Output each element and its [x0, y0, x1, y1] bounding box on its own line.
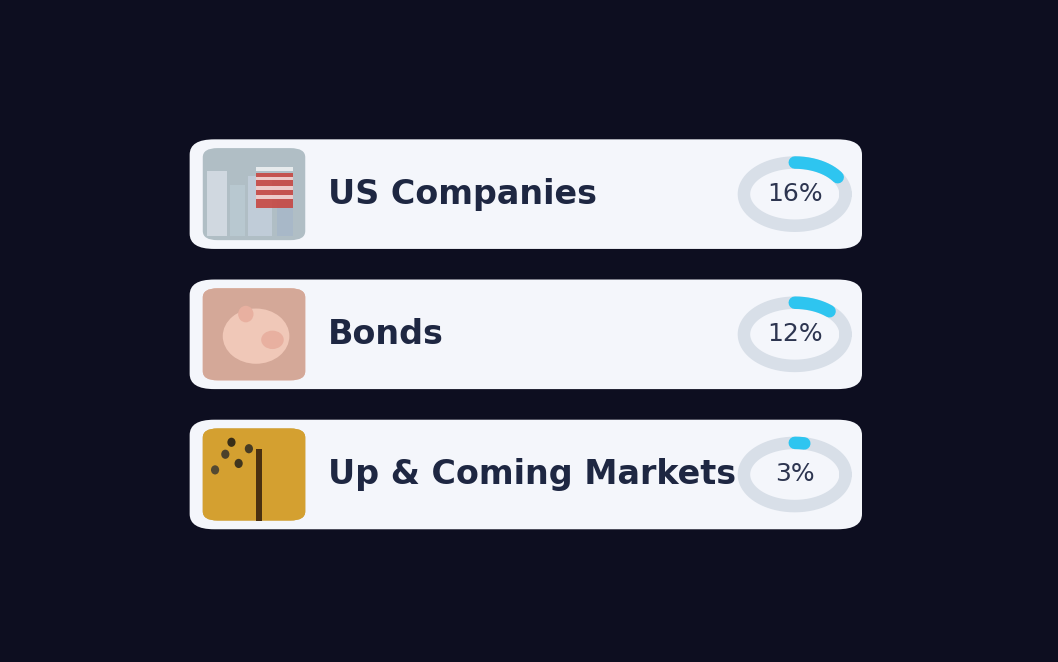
- FancyBboxPatch shape: [256, 449, 262, 520]
- FancyBboxPatch shape: [189, 139, 862, 249]
- FancyBboxPatch shape: [203, 428, 306, 520]
- FancyBboxPatch shape: [203, 288, 306, 381]
- Ellipse shape: [238, 306, 254, 322]
- FancyBboxPatch shape: [194, 425, 867, 534]
- FancyBboxPatch shape: [256, 177, 293, 180]
- FancyBboxPatch shape: [194, 144, 867, 254]
- FancyBboxPatch shape: [256, 195, 293, 199]
- Ellipse shape: [235, 459, 242, 468]
- FancyBboxPatch shape: [256, 167, 293, 171]
- Text: 12%: 12%: [767, 322, 822, 346]
- FancyBboxPatch shape: [256, 186, 293, 189]
- FancyBboxPatch shape: [191, 142, 864, 252]
- FancyBboxPatch shape: [189, 420, 862, 530]
- Ellipse shape: [244, 444, 253, 453]
- FancyBboxPatch shape: [196, 288, 869, 397]
- Text: Up & Coming Markets: Up & Coming Markets: [328, 458, 736, 491]
- FancyBboxPatch shape: [207, 171, 227, 236]
- FancyBboxPatch shape: [203, 148, 306, 240]
- FancyBboxPatch shape: [248, 175, 273, 236]
- Ellipse shape: [227, 438, 236, 447]
- FancyBboxPatch shape: [230, 185, 244, 236]
- FancyBboxPatch shape: [203, 428, 306, 520]
- Ellipse shape: [261, 330, 284, 349]
- Ellipse shape: [221, 449, 230, 459]
- Text: 16%: 16%: [767, 182, 822, 206]
- FancyBboxPatch shape: [203, 288, 306, 381]
- Ellipse shape: [223, 308, 290, 363]
- FancyBboxPatch shape: [276, 194, 293, 236]
- FancyBboxPatch shape: [191, 282, 864, 392]
- FancyBboxPatch shape: [256, 173, 293, 208]
- FancyBboxPatch shape: [196, 428, 869, 538]
- FancyBboxPatch shape: [191, 422, 864, 532]
- Ellipse shape: [211, 465, 219, 475]
- Text: 3%: 3%: [774, 463, 815, 487]
- Text: US Companies: US Companies: [328, 177, 597, 211]
- Text: Bonds: Bonds: [328, 318, 444, 351]
- FancyBboxPatch shape: [196, 148, 869, 257]
- FancyBboxPatch shape: [189, 279, 862, 389]
- FancyBboxPatch shape: [194, 285, 867, 394]
